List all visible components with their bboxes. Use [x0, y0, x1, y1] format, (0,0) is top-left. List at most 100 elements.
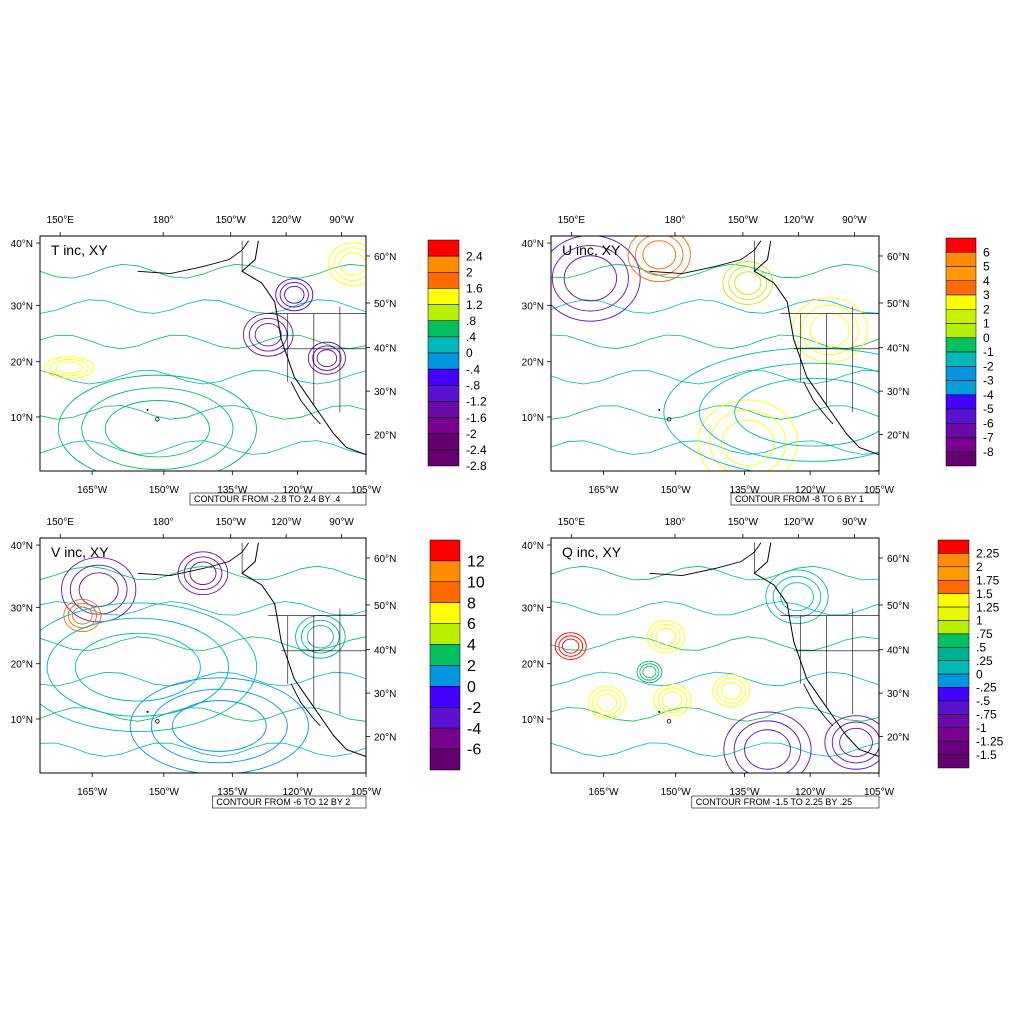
contour-ring	[642, 665, 657, 679]
contour-ring	[627, 236, 691, 283]
colorbar-label: -7	[983, 431, 994, 445]
contour-ring	[558, 635, 584, 657]
contour-note: CONTOUR FROM -1.5 TO 2.25 BY .25	[696, 797, 852, 807]
colorbar-label: -1.25	[976, 734, 1004, 748]
contour-note-box	[189, 492, 367, 506]
right-lat-label: 40°N	[374, 344, 396, 355]
contour-ring	[636, 660, 663, 684]
contour-line	[40, 636, 366, 652]
colorbar-bin	[945, 309, 977, 324]
colorbar-bin	[427, 239, 460, 257]
colorbar-bin	[937, 593, 970, 608]
colorbar-bin	[937, 687, 970, 702]
colorbar-bin	[427, 336, 460, 354]
contour-line	[40, 742, 366, 757]
contour-ring	[46, 617, 230, 717]
colorbar-bin	[945, 280, 977, 296]
hawaii-island	[658, 408, 661, 411]
right-lat-label: 30°N	[887, 387, 909, 398]
right-lat-label: 20°N	[887, 733, 909, 744]
colorbar-bin	[945, 266, 977, 281]
hawaii-island	[658, 710, 661, 713]
top-lon-label: 150°W	[728, 517, 759, 528]
contour-line	[40, 601, 366, 616]
panel-title: Q inc, XY	[562, 544, 622, 560]
colorbar-label: -.5	[976, 694, 990, 708]
bottom-lon-label: 150°W	[149, 787, 180, 798]
top-lon-label: 120°W	[271, 517, 302, 528]
contour-ring	[709, 409, 787, 471]
contour-ring	[307, 341, 346, 375]
colorbar-label: -5	[983, 402, 994, 416]
contour-line	[551, 440, 879, 455]
colorbar: 2.4 2 1.6 1.2 .8 .4 0 -.4 -.8 -1.2 -1.6 -2 -2.4 -2.8	[427, 239, 487, 473]
colorbar-bin	[429, 539, 461, 562]
colorbar-label: 6	[983, 245, 990, 259]
colorbar: 2.2521.751.51.251.75.5.250-.25-.5-.75-1-…	[937, 539, 1004, 769]
contour-ring	[651, 623, 681, 650]
colorbar-bin	[429, 623, 461, 645]
contour-ring	[40, 602, 258, 732]
contour-ring	[129, 677, 309, 773]
map-frame	[39, 235, 367, 472]
bottom-lon-label: 150°W	[661, 787, 692, 798]
contour-line	[551, 565, 879, 581]
left-lat-label: 40°N	[11, 541, 33, 552]
left-lat-label: 30°N	[11, 301, 33, 312]
contour-ring	[780, 582, 814, 612]
top-lon-label: 120°W	[271, 215, 302, 226]
contour-ring	[248, 317, 288, 352]
bottom-lon-label: 165°W	[588, 787, 619, 798]
colorbar-label: -1.6	[466, 411, 487, 425]
contour-ring	[592, 689, 622, 716]
colorbar-label: -1.5	[976, 748, 997, 762]
state-borders	[241, 542, 366, 715]
colorbar-bin	[937, 579, 970, 594]
bottom-lon-label: 165°W	[77, 485, 108, 496]
aleutian-coastline	[649, 240, 762, 275]
colorbar-bin	[945, 423, 977, 438]
hawaii-island	[146, 710, 149, 713]
state-borders	[241, 240, 366, 413]
contour-ring	[831, 721, 879, 764]
top-lon-label: 150°E	[558, 215, 586, 226]
bottom-lon-label: 120°W	[282, 485, 313, 496]
contour-ring	[81, 387, 234, 471]
map-frame	[39, 537, 367, 774]
baja-coastline	[290, 381, 321, 425]
aleutian-coastline	[137, 240, 249, 275]
hawaii-island	[155, 719, 160, 724]
right-lat-label: 40°N	[887, 646, 909, 657]
colorbar-label: 4	[467, 637, 476, 654]
contour-ring	[49, 358, 89, 377]
colorbar-label: -2	[467, 700, 481, 717]
colorbar-bin	[937, 660, 970, 675]
contour-ring	[57, 374, 257, 471]
hawaii-island	[146, 408, 149, 411]
right-lat-label: 20°N	[887, 431, 909, 442]
contour-ring	[316, 349, 338, 368]
contour-ring	[67, 602, 98, 629]
colorbar-bin	[937, 647, 970, 661]
left-lat-label: 30°N	[522, 603, 544, 614]
right-lat-label: 60°N	[887, 554, 909, 565]
colorbar-bin	[429, 602, 461, 624]
contour-line	[551, 671, 879, 687]
contour-line	[551, 706, 879, 722]
contour-ring	[275, 278, 314, 312]
top-lon-label: 90°W	[329, 517, 354, 528]
axis-labels: 150°E 180° 150°W 120°W 90°W 165°W 150°W 135°W 12…	[522, 517, 910, 798]
contour-ring	[655, 627, 677, 646]
contour-ring	[723, 711, 812, 773]
contour-line	[551, 636, 879, 651]
contour-ring	[171, 700, 267, 752]
colorbar-bin	[429, 581, 461, 603]
colorbar-label: 2.25	[976, 547, 1000, 561]
aleutian-coastline	[137, 542, 249, 577]
contour-ring	[563, 255, 618, 302]
contour-ring	[635, 236, 684, 276]
map-frame	[550, 235, 880, 472]
left-lat-label: 20°N	[11, 358, 33, 369]
state-borders	[754, 240, 879, 413]
axis-labels: 150°E 180° 150°W 120°W 90°W 165°W 150°W 135°W 12…	[11, 517, 397, 798]
